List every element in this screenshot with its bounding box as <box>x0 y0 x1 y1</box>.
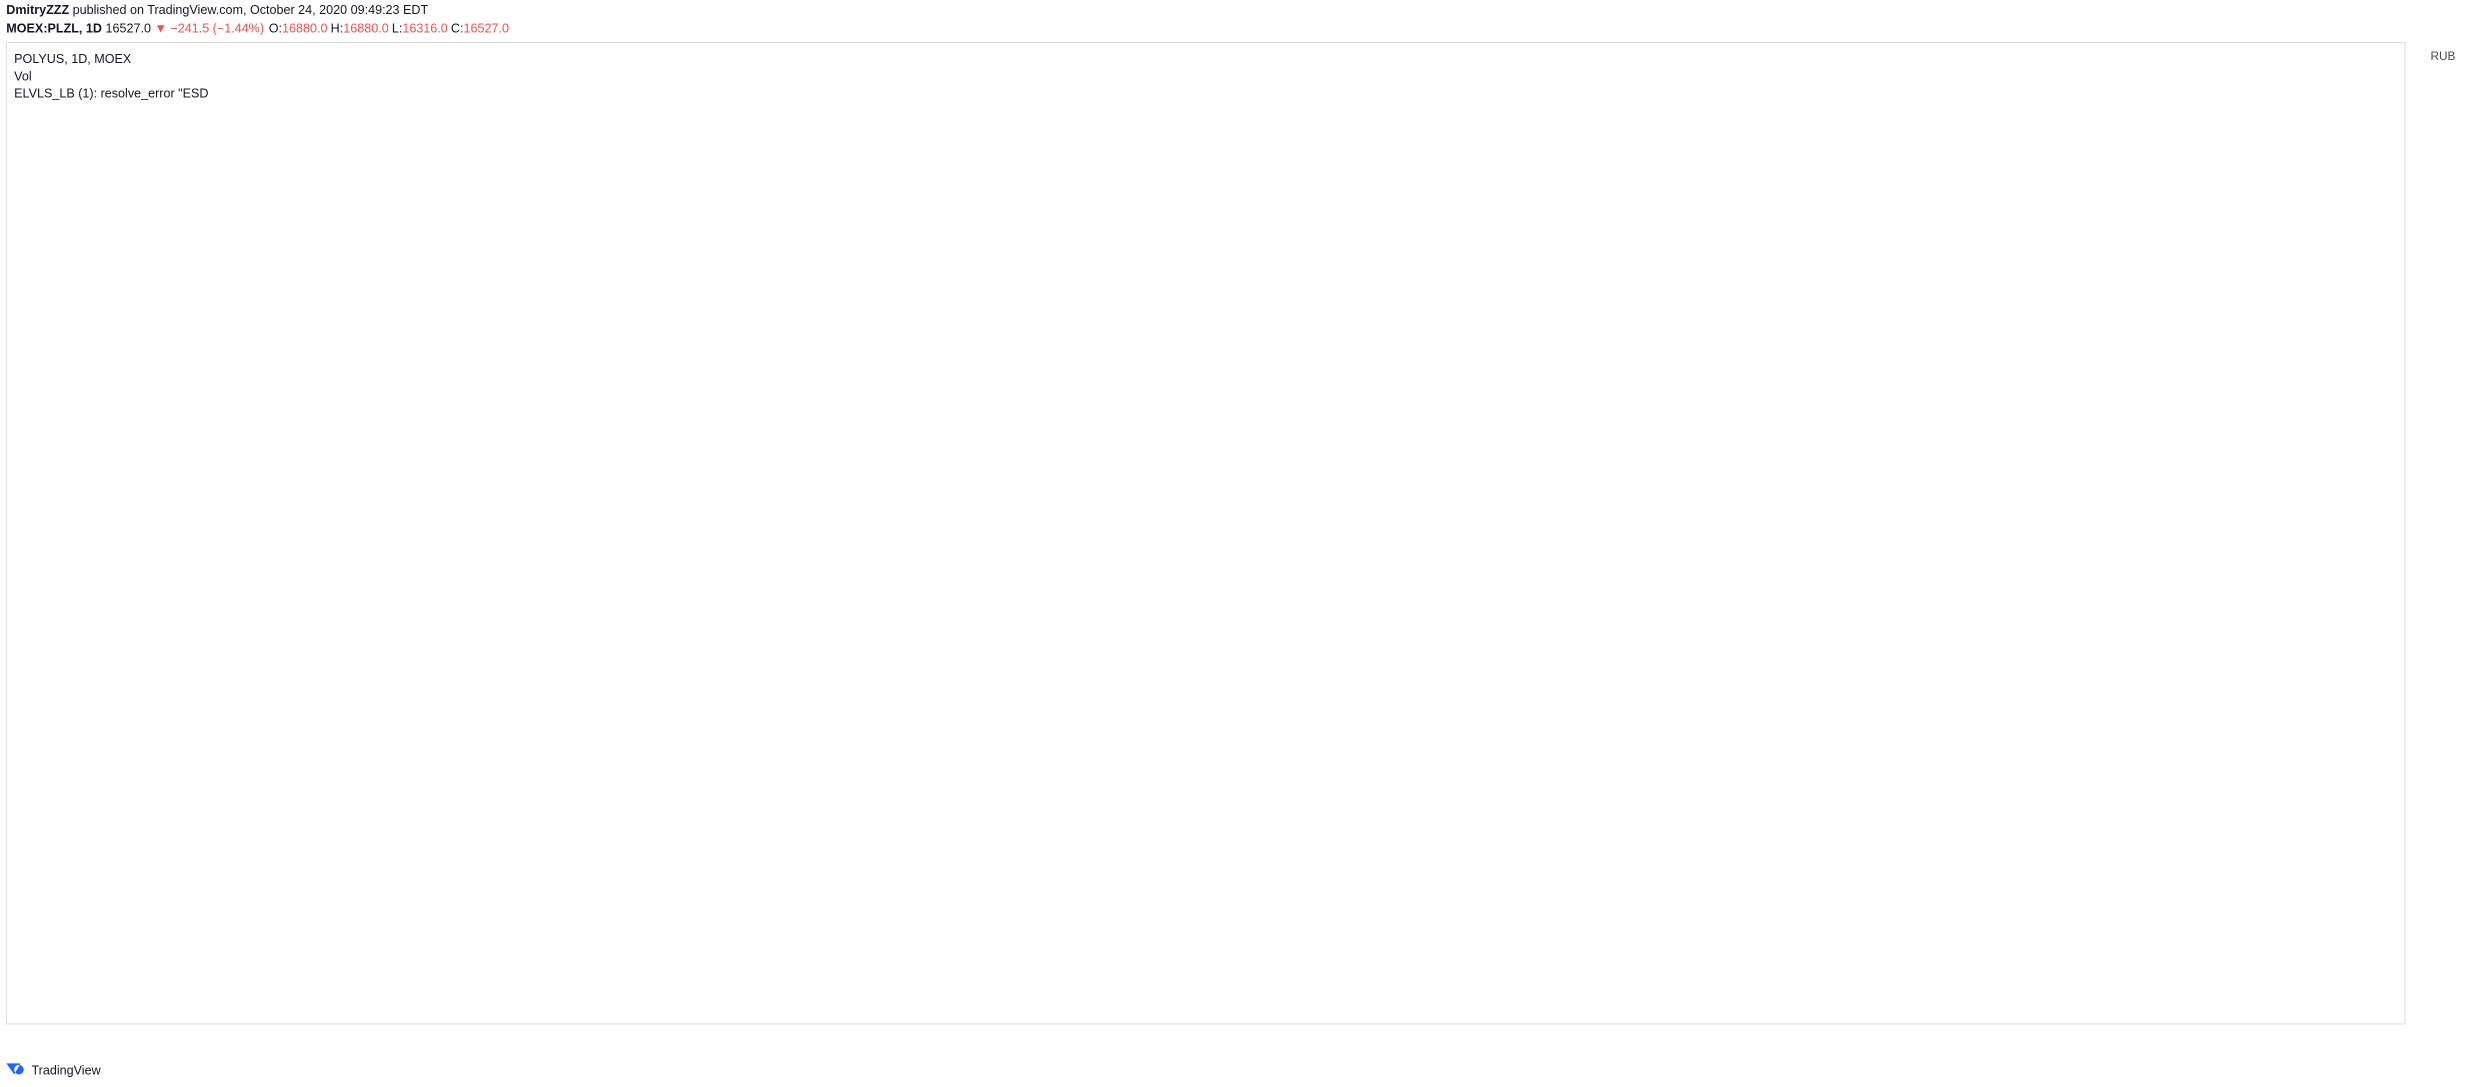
legend-indicator: ELVLS_LB (1): resolve_error "ESD <box>14 87 208 101</box>
byline-text: published on TradingView.com, October 24… <box>69 3 428 17</box>
last: 16527.0 <box>106 21 151 35</box>
change: ▼ −241.5 (−1.44%) <box>154 21 264 35</box>
byline: DmitryZZZ published on TradingView.com, … <box>6 3 428 17</box>
footer: TradingView <box>31 1063 101 1077</box>
ohlc-value: 16316.0 <box>402 21 447 35</box>
logo <box>6 1063 24 1075</box>
ohlc-value: 16880.0 <box>343 21 388 35</box>
ohlc-label: O: <box>269 21 282 35</box>
ohlc-label: C: <box>451 21 464 35</box>
symbol: MOEX:PLZL, 1D <box>6 21 102 35</box>
symbol-line: MOEX:PLZL, 1D 16527.0 ▼ −241.5 (−1.44%) O… <box>6 21 509 35</box>
ohlc-label: L: <box>392 21 402 35</box>
currency: RUB <box>2430 49 2455 63</box>
legend-indicator: Vol <box>14 69 31 83</box>
author: DmitryZZZ <box>6 3 69 17</box>
ohlc-value: 16527.0 <box>464 21 509 35</box>
pane-border <box>5 42 2406 1025</box>
ohlc-label: H: <box>331 21 344 35</box>
legend-title: POLYUS, 1D, MOEX <box>14 52 132 66</box>
ohlc-value: 16880.0 <box>282 21 327 35</box>
